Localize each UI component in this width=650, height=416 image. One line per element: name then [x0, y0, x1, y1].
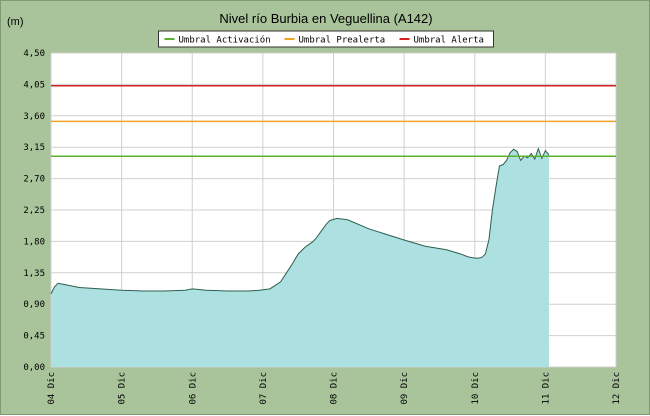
legend-label: Umbral Prealerta — [299, 36, 386, 46]
x-tick-label: 05 Dic — [118, 372, 128, 405]
y-tick-label: 0,45 — [23, 332, 45, 342]
y-tick-label: 0,90 — [23, 300, 45, 310]
y-axis-ticks: 0,00 0,45 0,90 1,35 1,80 2,25 2,70 3,15 3,60 4,05… — [23, 49, 45, 373]
x-tick-label: 04 Dic — [47, 372, 57, 405]
series-area — [50, 147, 550, 367]
legend-label: Umbral Alerta — [414, 36, 484, 46]
y-tick-label: 0,00 — [23, 363, 45, 373]
x-tick-label: 11 Dic — [541, 372, 551, 405]
legend-box — [158, 30, 494, 48]
x-axis-ticks: 04 Dic 05 Dic 06 Dic 07 Dic 08 Dic 09 Dic 10 D… — [47, 372, 622, 405]
y-tick-label: 4,50 — [23, 49, 45, 59]
x-tick-label: 10 Dic — [471, 372, 481, 405]
y-tick-label: 1,35 — [23, 269, 45, 279]
x-tick-label: 08 Dic — [330, 372, 340, 405]
y-tick-label: 2,70 — [23, 175, 45, 185]
y-tick-label: 3,60 — [23, 112, 45, 122]
y-tick-label: 3,15 — [23, 143, 45, 153]
x-tick-label: 09 Dic — [400, 372, 410, 405]
y-tick-label: 4,05 — [23, 80, 45, 90]
x-tick-label: 07 Dic — [259, 372, 269, 405]
legend: Umbral Activación Umbral Prealerta Umbral … — [158, 30, 494, 48]
y-tick-label: 1,80 — [23, 237, 45, 247]
x-tick-label: 06 Dic — [188, 372, 198, 405]
y-tick-label: 2,25 — [23, 206, 45, 216]
threshold-lines — [51, 85, 616, 158]
y-axis-unit-label: (m) — [7, 16, 24, 28]
series-area-fill — [51, 148, 549, 367]
legend-label: Umbral Activación — [179, 35, 271, 46]
series-line — [50, 147, 550, 294]
chart-title: Nivel río Burbia en Veguellina (A142) — [219, 11, 432, 26]
x-tick-label: 12 Dic — [612, 372, 622, 405]
